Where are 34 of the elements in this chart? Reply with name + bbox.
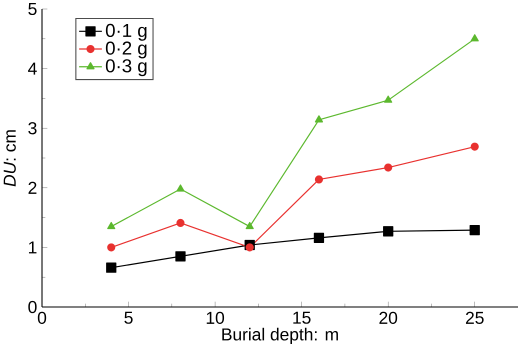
point <box>246 243 254 252</box>
y-tick-label: 1 <box>28 241 36 254</box>
y-tick-label: 0 <box>28 300 37 314</box>
point <box>246 222 254 230</box>
x-tick-label: 15 <box>293 312 311 324</box>
y-tick-label: 5 <box>28 2 37 16</box>
point <box>314 232 324 243</box>
y-tick-label: 4 <box>28 62 37 75</box>
point <box>384 96 392 103</box>
point <box>314 175 324 184</box>
point <box>384 163 392 172</box>
point <box>176 218 185 228</box>
legend-label: 0·3 g <box>106 59 146 76</box>
point <box>175 251 186 262</box>
point <box>470 224 480 236</box>
point <box>106 262 116 273</box>
x-tick-label: 25 <box>466 312 484 324</box>
y-tick-label: 3 <box>28 122 37 134</box>
point <box>107 222 116 230</box>
legend-label: 0·1 g <box>106 24 146 41</box>
point <box>107 243 116 252</box>
point <box>176 184 185 192</box>
y-axis-title: DU: cm <box>4 130 16 186</box>
point <box>470 34 479 42</box>
point <box>383 226 394 236</box>
x-axis-title: Burial depth: m <box>222 328 338 344</box>
x-tick-label: 10 <box>206 312 224 324</box>
point <box>314 115 324 122</box>
x-tick-label: 5 <box>124 312 133 324</box>
x-tick-label: 20 <box>379 312 398 324</box>
legend-label: 0·2 g <box>106 41 146 58</box>
point <box>470 142 479 151</box>
y-tick-label: 2 <box>28 182 36 194</box>
x-tick-label: 0 <box>38 312 46 324</box>
